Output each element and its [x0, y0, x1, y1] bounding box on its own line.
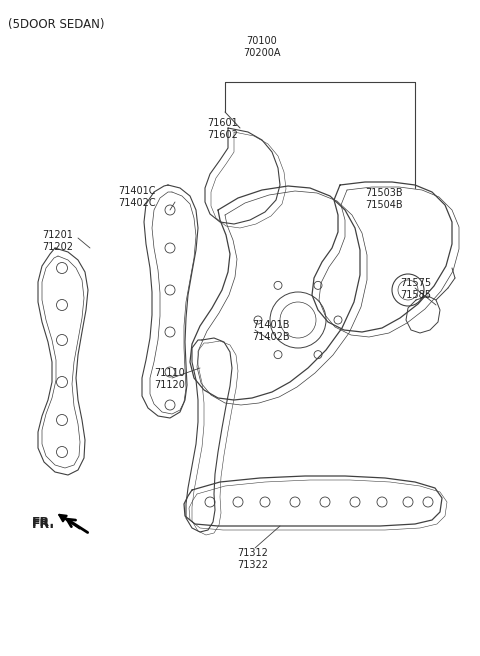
Text: 71401B
71402B: 71401B 71402B — [252, 320, 289, 342]
Text: 71575
71585: 71575 71585 — [400, 278, 431, 300]
Text: 71201
71202: 71201 71202 — [42, 230, 73, 252]
Text: FR.: FR. — [32, 516, 55, 529]
Text: (5DOOR SEDAN): (5DOOR SEDAN) — [8, 18, 105, 31]
Text: 71110
71120: 71110 71120 — [154, 368, 185, 390]
Text: 71503B
71504B: 71503B 71504B — [365, 188, 403, 210]
Text: FR.: FR. — [32, 518, 55, 531]
Text: 71601
71602: 71601 71602 — [207, 118, 238, 140]
Text: 70100
70200A: 70100 70200A — [243, 36, 281, 58]
Text: 71401C
71402C: 71401C 71402C — [118, 186, 156, 207]
Text: 71312
71322: 71312 71322 — [238, 548, 268, 569]
